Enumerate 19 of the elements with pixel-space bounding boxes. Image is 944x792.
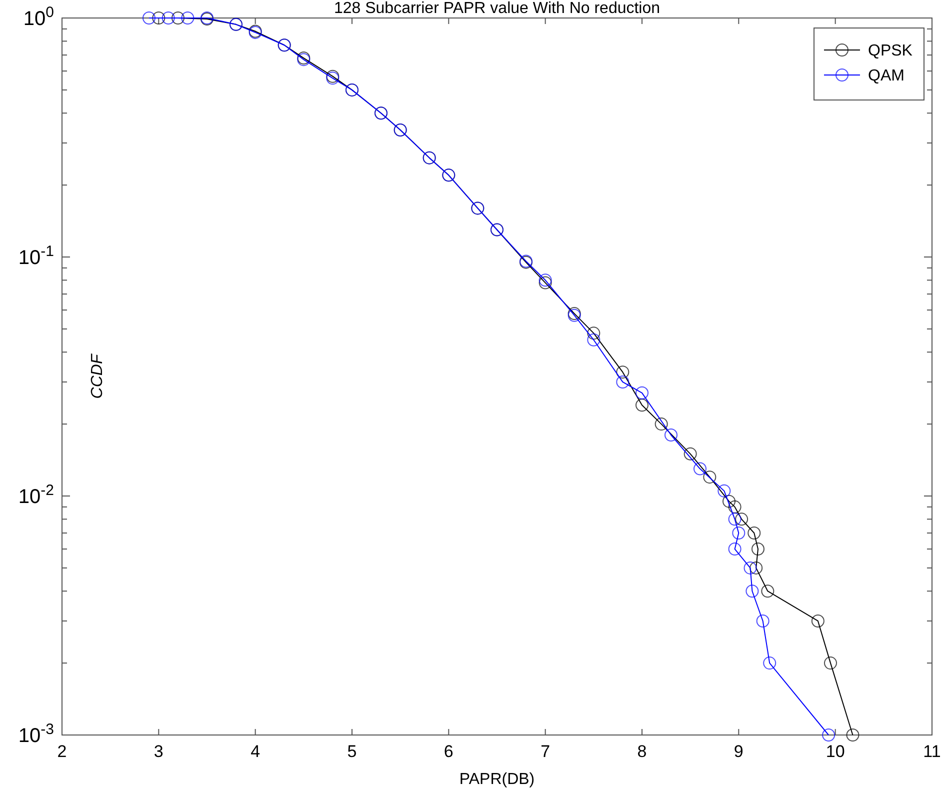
x-tick-label: 7 xyxy=(540,742,550,761)
x-tick-label: 3 xyxy=(154,742,164,761)
y-tick-label: 10$^{-1}$ xyxy=(18,242,54,269)
x-tick-label: 10 xyxy=(826,742,845,761)
x-axis-title: PAPR(DB) xyxy=(459,771,535,788)
x-tick-label: 8 xyxy=(637,742,647,761)
x-tick-label: 5 xyxy=(347,742,357,761)
y-axis-title: CCDF xyxy=(89,353,106,399)
x-tick-label: 9 xyxy=(734,742,744,761)
y-tick-label: 10$^{-3}$ xyxy=(18,720,54,747)
x-tick-label: 11 xyxy=(923,742,941,761)
y-tick-label: 10$^{0}$ xyxy=(23,4,54,30)
x-tick-label: 2 xyxy=(57,742,67,761)
x-tick-label: 4 xyxy=(250,742,260,761)
legend-label: QAM xyxy=(868,68,904,85)
legend-label: QPSK xyxy=(868,42,913,60)
y-tick-label: 10$^{-2}$ xyxy=(18,482,54,508)
chart-title: 128 Subcarrier PAPR value With No reduction xyxy=(334,0,660,17)
x-tick-label: 6 xyxy=(444,742,454,761)
